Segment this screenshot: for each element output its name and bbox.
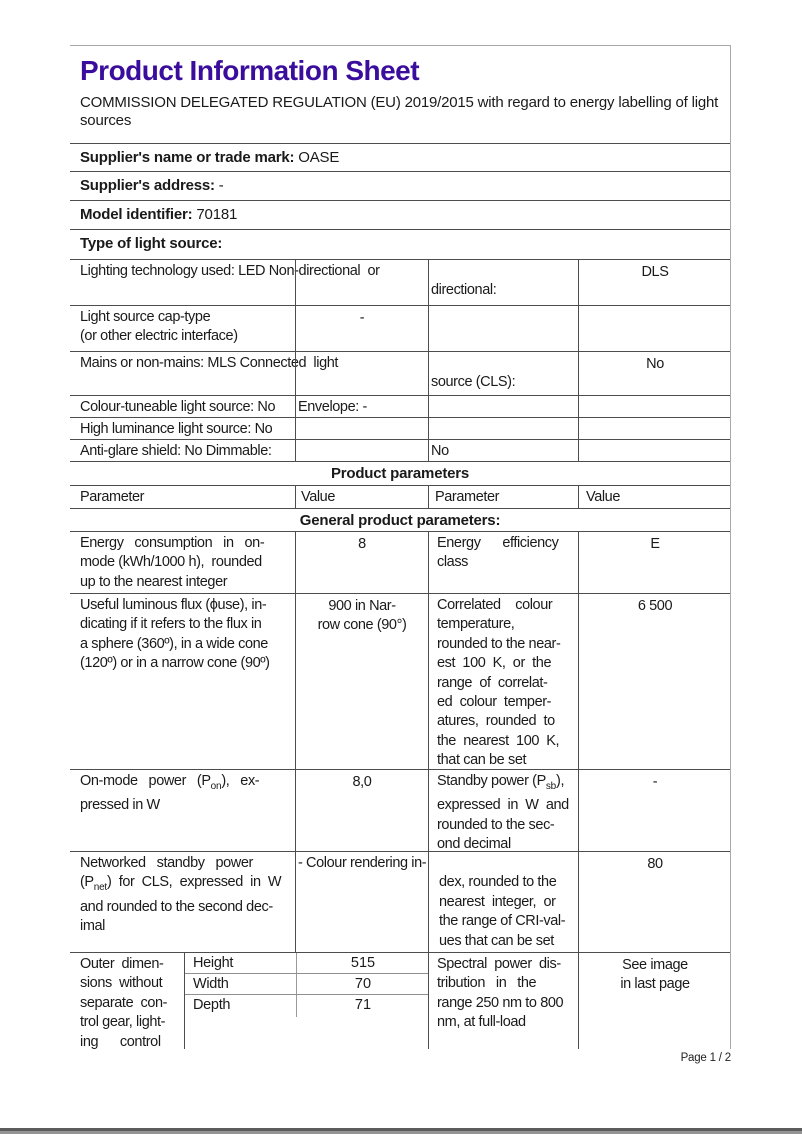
- on-mode-subscript: on: [210, 780, 222, 792]
- info-row-model-identifier: Model identifier: 70181: [70, 200, 730, 229]
- cell-empty: [295, 440, 428, 462]
- row-on-mode-power: On-mode power (Pon), ex- pressed in W 8,…: [70, 769, 730, 855]
- supplier-name-value: OASE: [294, 149, 340, 166]
- cell-networked-value-and-cri-overflow: - Colour rendering in-: [295, 852, 428, 952]
- cell-colour-tuneable: Colour-tuneable light source: No: [80, 399, 276, 415]
- row-lighting-technology: Lighting technology used: LED Non-direct…: [70, 259, 730, 305]
- cell-spectral-power-value: See image in last page: [578, 953, 730, 1049]
- regulation-subtitle: COMMISSION DELEGATED REGULATION (EU) 201…: [80, 94, 719, 129]
- cell-on-mode-power: On-mode power (Pon), ex- pressed in W: [70, 770, 295, 855]
- dimensions-sub-table: Height 515 Width 70 Depth 71: [184, 953, 428, 1049]
- cell-on-mode-power-value: 8,0: [295, 770, 428, 855]
- row-cap-type: Light source cap-type (or other electric…: [70, 305, 730, 351]
- document-page: Product Information Sheet COMMISSION DEL…: [70, 45, 731, 1049]
- row-high-luminance: High luminance light source: No: [70, 417, 731, 440]
- standby-text-2: ), expressed in W and rounded to the sec…: [437, 773, 569, 853]
- cell-empty: [428, 306, 578, 351]
- row-anti-glare: Anti-glare shield: No Dimmable: No: [70, 439, 731, 462]
- row-outer-dimensions: Outer dimen- sions without separate con-…: [70, 952, 730, 1049]
- networked-text-2: ) for CLS, expressed in W and rounded to…: [80, 874, 282, 935]
- col-header-value-1: Value: [295, 486, 428, 508]
- dimension-label-width: Width: [193, 976, 229, 992]
- col-header-parameter-1: Parameter: [80, 489, 145, 505]
- info-row-supplier-name: Supplier's name or trade mark: OASE: [70, 143, 730, 171]
- cell-energy-consumption-value: 8: [295, 532, 428, 593]
- section-header-general-parameters: General product parameters:: [70, 508, 730, 531]
- row-colour-tuneable: Colour-tuneable light source: No Envelop…: [70, 395, 731, 418]
- cell-directional: directional:: [428, 260, 578, 305]
- cell-lighting-technology: Lighting technology used: LED Non-direct…: [80, 263, 380, 279]
- model-identifier-label: Model identifier:: [80, 206, 193, 223]
- cell-empty: [295, 418, 428, 440]
- supplier-address-label: Supplier's address:: [80, 177, 215, 194]
- cell-empty: [295, 260, 428, 305]
- cell-high-luminance: High luminance light source: No: [80, 421, 273, 437]
- section-header-product-parameters: Product parameters: [70, 461, 730, 485]
- cell-cls-value: No: [578, 352, 731, 395]
- page-indicator: Page 1 / 2: [680, 1052, 732, 1064]
- page-bottom-edge: [0, 1128, 802, 1131]
- cell-colour-rendering-index: dex, rounded to the nearest integer, or …: [428, 852, 578, 952]
- standby-subscript: sb: [545, 780, 557, 792]
- cell-empty: [295, 352, 428, 395]
- cell-luminous-flux-value: 900 in Nar- row cone (90°): [295, 594, 428, 771]
- cell-colour-temp-value: 6 500: [578, 594, 731, 771]
- info-row-supplier-address: Supplier's address: -: [70, 171, 730, 200]
- cell-energy-consumption: Energy consumption in on- mode (kWh/1000…: [80, 535, 265, 590]
- cell-cls-source: source (CLS):: [428, 352, 578, 395]
- model-identifier-value: 70181: [192, 206, 238, 223]
- supplier-address-value: -: [214, 177, 224, 194]
- dimension-row-depth: Depth 71: [185, 995, 428, 1017]
- info-row-type-heading: Type of light source:: [70, 229, 730, 259]
- cell-energy-efficiency-value: E: [578, 532, 731, 593]
- title-block: Product Information Sheet COMMISSION DEL…: [70, 46, 730, 143]
- dimension-value-width: 70: [296, 974, 429, 994]
- row-column-headers: Parameter Value Parameter Value: [70, 485, 730, 508]
- page-bottom-shadow: [0, 1131, 802, 1134]
- cell-empty: [578, 306, 731, 351]
- dimension-label-height: Height: [193, 955, 234, 971]
- dimension-value-height: 515: [296, 953, 429, 973]
- col-header-parameter-2: Parameter: [428, 486, 578, 508]
- cell-dls-value: DLS: [578, 260, 731, 305]
- dimension-row-width: Width 70: [185, 974, 428, 995]
- cell-mains: Mains or non-mains: MLS Connected light: [80, 355, 339, 371]
- cell-standby-power: Standby power (Psb), expressed in W and …: [428, 770, 578, 855]
- col-header-value-2: Value: [578, 486, 731, 508]
- standby-text: Standby power (P: [437, 773, 546, 789]
- cell-dimmable-value: No: [428, 440, 578, 462]
- cell-anti-glare: Anti-glare shield: No Dimmable:: [80, 443, 272, 459]
- cell-empty: [578, 440, 731, 462]
- cell-cri-value: 80: [578, 852, 731, 952]
- cell-empty: [578, 396, 731, 418]
- cell-envelope: Envelope: -: [295, 396, 428, 418]
- row-mains: Mains or non-mains: MLS Connected light …: [70, 351, 730, 395]
- cell-energy-efficiency: Energy efficiency class: [428, 532, 578, 593]
- on-mode-text-2: ), ex- pressed in W: [80, 773, 260, 814]
- cell-outer-dimensions: Outer dimen- sions without separate con-…: [80, 956, 168, 1049]
- on-mode-text: On-mode power (P: [80, 773, 211, 789]
- cell-networked-standby: Networked standby power (Pnet) for CLS, …: [70, 852, 295, 952]
- cell-correlated-colour-temp: Correlated colour temperature, rounded t…: [428, 594, 578, 771]
- dimension-row-height: Height 515: [185, 953, 428, 974]
- cell-spectral-power: Spectral power dis- tribution in the ran…: [428, 953, 578, 1049]
- cell-empty: [428, 396, 578, 418]
- cell-cap-type: Light source cap-type (or other electric…: [80, 309, 238, 345]
- type-heading-label: Type of light source:: [80, 235, 223, 252]
- row-networked-standby: Networked standby power (Pnet) for CLS, …: [70, 851, 730, 952]
- cell-empty: [428, 418, 578, 440]
- networked-subscript: net: [93, 882, 108, 894]
- supplier-name-label: Supplier's name or trade mark:: [80, 149, 295, 166]
- cell-standby-power-value: -: [578, 770, 731, 855]
- page-title: Product Information Sheet: [80, 55, 420, 86]
- cell-luminous-flux: Useful luminous flux (ϕuse), in- dicatin…: [80, 597, 270, 672]
- cell-cap-type-value: -: [295, 306, 428, 351]
- dimension-label-depth: Depth: [193, 997, 231, 1013]
- cell-empty: [578, 418, 731, 440]
- networked-text: Networked standby power (P: [80, 855, 253, 891]
- row-luminous-flux: Useful luminous flux (ϕuse), in- dicatin…: [70, 593, 731, 771]
- row-energy-consumption: Energy consumption in on- mode (kWh/1000…: [70, 531, 730, 593]
- dimension-value-depth: 71: [296, 995, 429, 1017]
